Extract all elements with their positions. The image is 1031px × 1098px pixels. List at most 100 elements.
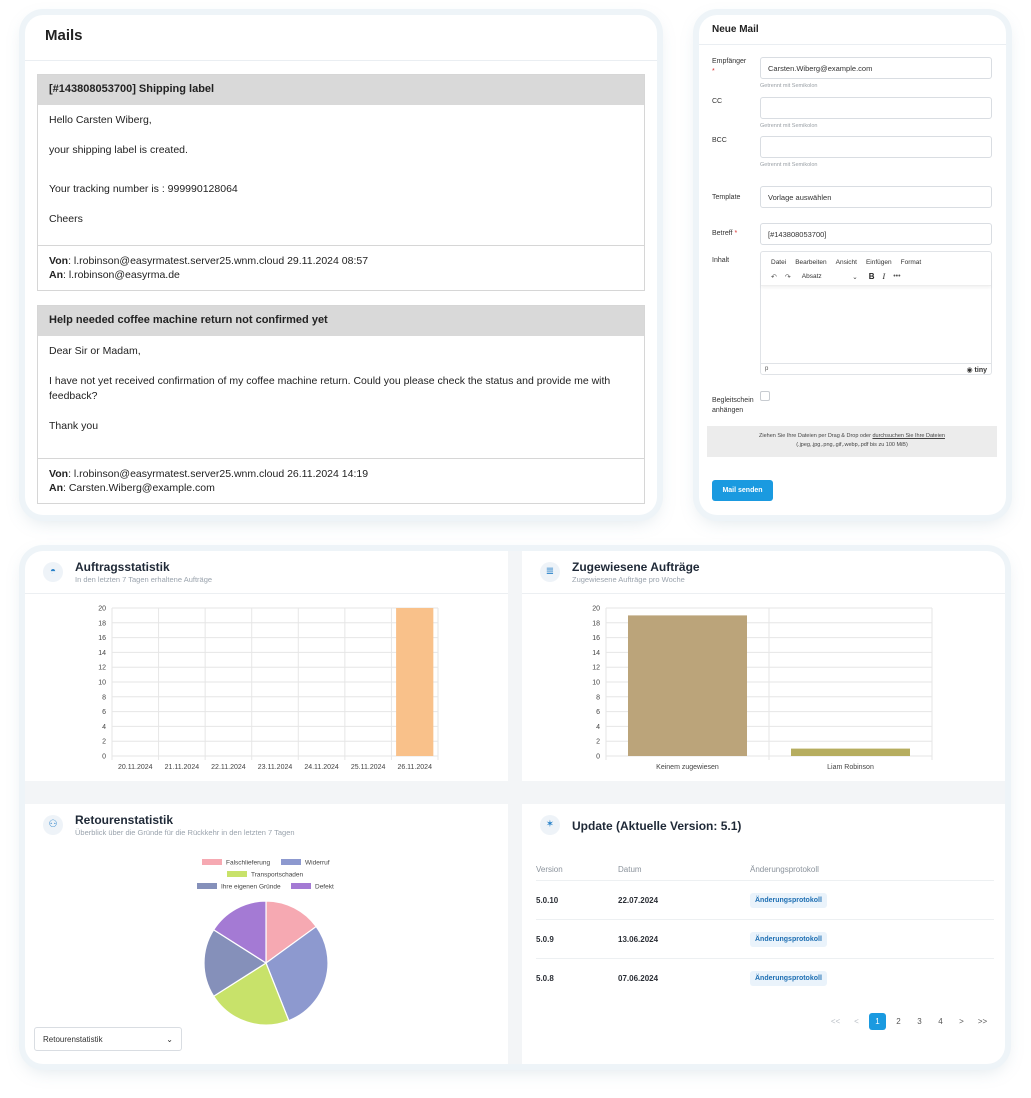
- bold-icon[interactable]: B: [868, 272, 875, 281]
- sparkle-icon: ✶: [540, 815, 560, 835]
- send-mail-button[interactable]: Mail senden: [712, 480, 773, 501]
- block-format-select[interactable]: Absatz ⌄: [801, 272, 858, 281]
- from-label: Von: [49, 468, 69, 480]
- italic-icon[interactable]: I: [882, 272, 886, 281]
- mail-body-line: Thank you: [49, 420, 99, 432]
- rich-text-editor[interactable]: Datei Bearbeiten Ansicht Einfügen Format…: [760, 251, 992, 375]
- recipient-label: Empfänger *: [712, 58, 747, 75]
- order-stats-panel: ◓ Auftragsstatistik In den letzten 7 Tag…: [25, 551, 508, 781]
- template-label: Template: [712, 194, 741, 201]
- to-label: An: [49, 269, 63, 281]
- editor-content-area[interactable]: [761, 286, 991, 352]
- y-tick-label: 4: [102, 724, 106, 731]
- y-tick-label: 18: [592, 620, 600, 627]
- page-next[interactable]: >: [959, 1017, 964, 1026]
- mail-to: l.robinson@easyrma.de: [68, 269, 180, 281]
- chevron-down-icon: ⌄: [166, 1035, 173, 1044]
- bcc-input[interactable]: [760, 136, 992, 158]
- bcc-label: BCC: [712, 137, 727, 144]
- more-icon[interactable]: •••: [893, 273, 901, 280]
- cc-input[interactable]: [760, 97, 992, 119]
- menu-datei[interactable]: Datei: [771, 259, 787, 266]
- x-tick-label: 20.11.2024: [118, 764, 153, 771]
- changelog-button[interactable]: Änderungsprotokoll: [750, 971, 827, 986]
- mail-to: Carsten.Wiberg@example.com: [68, 482, 215, 494]
- pie-slice: [212, 900, 267, 965]
- table-row: 5.0.9 13.06.2024 Änderungsprotokoll: [536, 920, 994, 959]
- mail-item[interactable]: [#143808053700] Shipping label Hello Car…: [37, 74, 645, 291]
- compose-title: Neue Mail: [699, 15, 1006, 45]
- x-tick-label: Keinem zugewiesen: [656, 764, 719, 771]
- page-1[interactable]: 1: [869, 1013, 886, 1030]
- page-2[interactable]: 2: [896, 1017, 901, 1026]
- redo-icon[interactable]: ↷: [784, 273, 791, 281]
- mail-from: l.robinson@easyrmatest.server25.wnm.clou…: [73, 468, 369, 480]
- recipient-input[interactable]: Carsten.Wiberg@example.com: [760, 57, 992, 79]
- browse-files-link[interactable]: durchsuchen Sie Ihre Dateien: [872, 433, 945, 439]
- mails-card: Mails [#143808053700] Shipping label Hel…: [25, 15, 657, 515]
- page-4[interactable]: 4: [938, 1017, 943, 1026]
- to-label: An: [49, 482, 63, 494]
- x-tick-label: 21.11.2024: [165, 764, 200, 771]
- file-dropzone[interactable]: Ziehen Sie Ihre Dateien per Drag & Drop …: [707, 426, 997, 457]
- menu-ansicht[interactable]: Ansicht: [835, 259, 857, 266]
- returns-stats-select[interactable]: Retourenstatistik ⌄: [34, 1027, 182, 1051]
- undo-icon[interactable]: ↶: [771, 273, 777, 281]
- y-tick-label: 20: [592, 606, 600, 613]
- legend-swatch: [281, 859, 301, 865]
- page-last[interactable]: >>: [977, 1017, 988, 1026]
- x-tick-label: 23.11.2024: [258, 764, 293, 771]
- update-panel: ✶ Update (Aktuelle Version: 5.1) Version…: [522, 804, 1005, 1064]
- editor-menubar: Datei Bearbeiten Ansicht Einfügen Format: [761, 252, 991, 268]
- changelog-button[interactable]: Änderungsprotokoll: [750, 931, 827, 947]
- page-3[interactable]: 3: [917, 1017, 922, 1026]
- menu-format[interactable]: Format: [900, 259, 922, 266]
- order-stats-subtitle: In den letzten 7 Tagen erhaltene Aufträg…: [75, 575, 213, 584]
- y-tick-label: 2: [102, 739, 106, 746]
- mail-body-line: Hello Carsten Wiberg,: [49, 114, 152, 126]
- menu-einfuegen[interactable]: Einfügen: [865, 259, 892, 266]
- table-row: 5.0.10 22.07.2024 Änderungsprotokoll: [536, 881, 994, 920]
- compose-card: Neue Mail Empfänger * Carsten.Wiberg@exam…: [699, 15, 1006, 515]
- mail-body: Hello Carsten Wiberg, your shipping labe…: [38, 105, 644, 246]
- y-tick-label: 4: [596, 724, 600, 731]
- y-tick-label: 16: [592, 635, 600, 642]
- col-changelog: Änderungsprotokoll: [750, 865, 819, 874]
- assigned-orders-chart: 0 2 4 6 8 10 12 14 16 18 20 Keinem zugewiesen Liam R…: [592, 606, 933, 771]
- y-tick-label: 14: [592, 650, 600, 657]
- y-tick-label: 20: [98, 606, 106, 613]
- mail-body-line: Your tracking number is : 999990128064: [49, 183, 238, 195]
- order-stats-chart: 0 2 4 6 8 10 12 14 16 18 20 20.11.2024 21.11.2024 22.…: [98, 606, 439, 771]
- y-tick-label: 0: [596, 754, 600, 761]
- attach-checkbox[interactable]: [760, 391, 770, 401]
- legend-label: Transportschaden: [251, 872, 304, 879]
- row-version: 5.0.8: [536, 974, 554, 983]
- y-tick-label: 12: [592, 665, 600, 672]
- legend-label: Widerruf: [305, 860, 330, 867]
- y-tick-label: 8: [102, 694, 106, 701]
- mail-subject: [#143808053700] Shipping label: [38, 75, 644, 105]
- row-date: 22.07.2024: [618, 895, 659, 905]
- y-tick-label: 10: [98, 680, 106, 687]
- mail-item[interactable]: Help needed coffee machine return not co…: [37, 305, 645, 504]
- dashboard-card: ◓ Auftragsstatistik In den letzten 7 Tag…: [25, 551, 1005, 1064]
- y-tick-label: 12: [98, 665, 106, 672]
- mail-subject: Help needed coffee machine return not co…: [38, 306, 644, 336]
- page-first[interactable]: <<: [830, 1017, 841, 1026]
- editor-path: p: [765, 366, 769, 372]
- menu-bearbeiten[interactable]: Bearbeiten: [795, 259, 827, 266]
- bcc-hint: Getrennt mit Semikolon: [760, 162, 818, 168]
- x-tick-label: 22.11.2024: [211, 764, 246, 771]
- y-tick-label: 8: [596, 694, 600, 701]
- attach-label: Begleitschein anhängen: [712, 397, 754, 414]
- subject-label: Betreff *: [712, 230, 738, 237]
- template-select[interactable]: Vorlage auswählen: [760, 186, 992, 208]
- pie-slice: [265, 900, 317, 965]
- changelog-button[interactable]: Änderungsprotokoll: [750, 892, 827, 908]
- mails-title: Mails: [25, 15, 657, 61]
- subject-input[interactable]: [#143808053700]: [760, 223, 992, 245]
- row-version: 5.0.10: [536, 895, 559, 905]
- page-prev[interactable]: <: [854, 1017, 859, 1026]
- mail-body-line: your shipping label is created.: [49, 144, 188, 156]
- legend-swatch: [227, 871, 247, 877]
